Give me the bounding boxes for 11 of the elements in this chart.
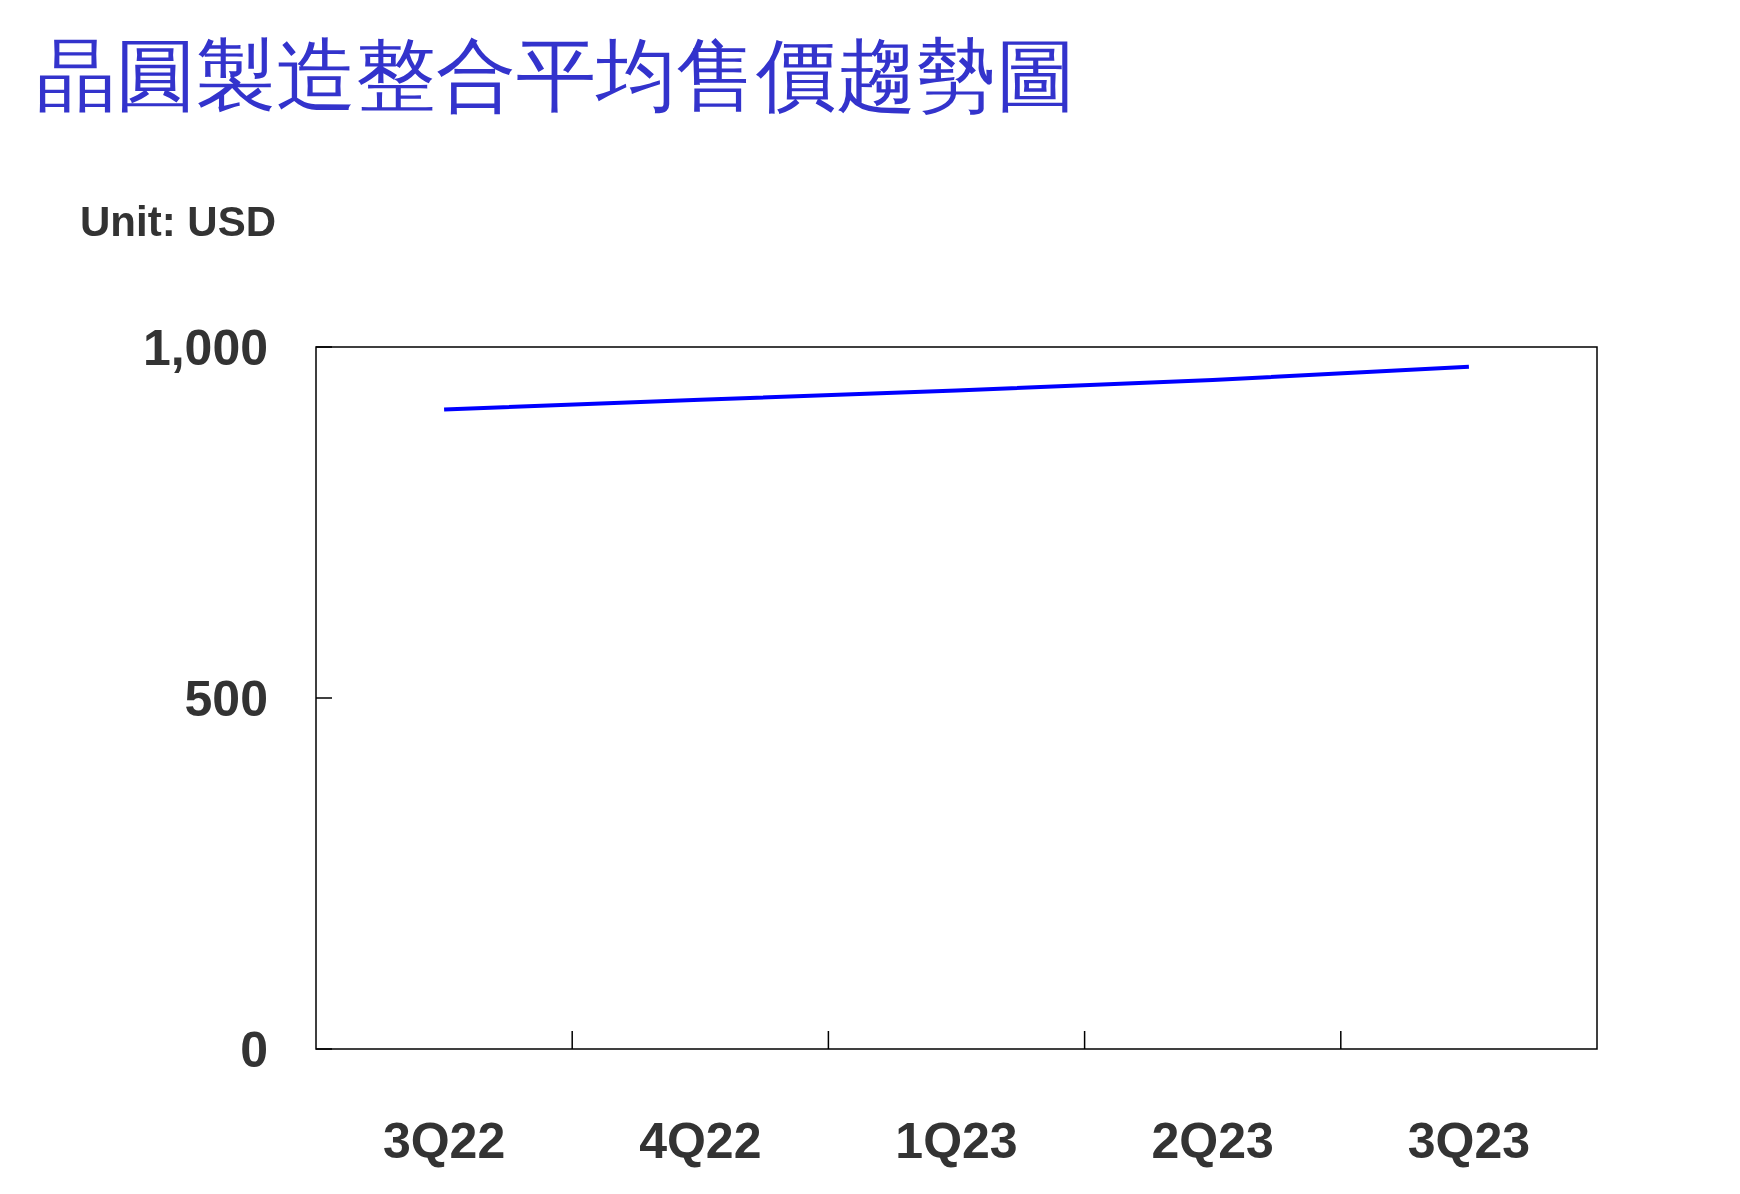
x-tick-label: 3Q22: [382, 1113, 506, 1169]
y-tick-label: 500: [184, 670, 268, 727]
x-tick-label: 3Q23: [1407, 1113, 1531, 1169]
line-series: [442, 364, 1471, 412]
x-tick-label: 4Q22: [639, 1113, 762, 1169]
y-tick-label: 0: [240, 1021, 268, 1078]
y-axis-title: Unit: USD: [80, 198, 276, 245]
y-tick-label: 1,000: [142, 319, 268, 376]
chart-title: 晶圓製造整合平均售價趨勢圖: [36, 29, 1076, 122]
x-tick-label: 2Q23: [1151, 1113, 1274, 1169]
x-tick-label: 1Q23: [895, 1113, 1018, 1169]
